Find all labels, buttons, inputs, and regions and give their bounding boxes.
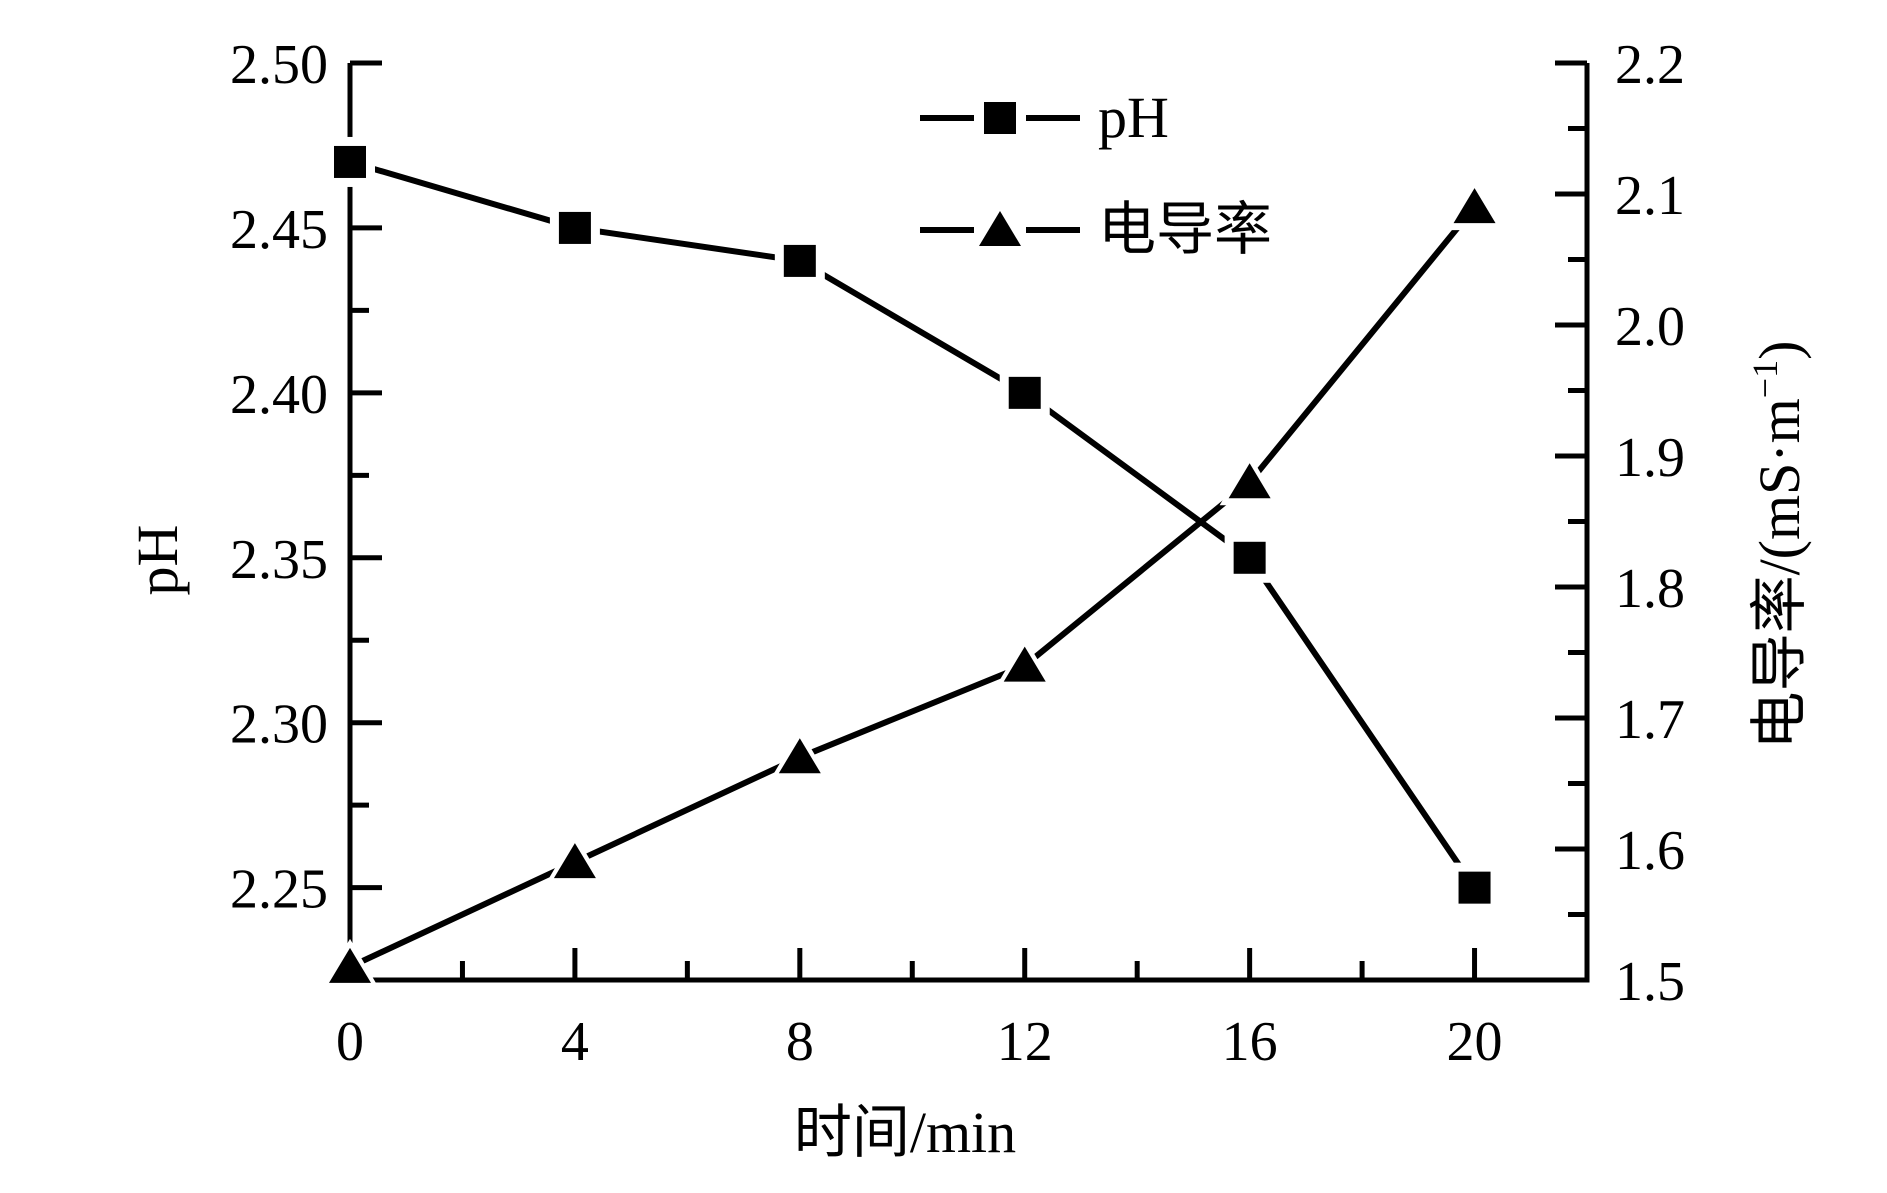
marker-square bbox=[1449, 862, 1500, 913]
marker-square bbox=[549, 202, 600, 253]
marker-square bbox=[984, 102, 1016, 134]
x-tick-label: 8 bbox=[786, 1011, 814, 1073]
right-axis-title: 电导率/(mS·m−1) bbox=[1745, 340, 1812, 750]
marker-square bbox=[325, 136, 375, 187]
marker-square bbox=[999, 367, 1050, 418]
x-tick-label: 4 bbox=[561, 1011, 589, 1073]
left-tick-label: 2.25 bbox=[230, 859, 328, 921]
marker-triangle bbox=[1219, 454, 1280, 506]
legend-label-conductivity: 电导率 bbox=[1098, 197, 1273, 262]
left-tick-label: 2.40 bbox=[230, 364, 328, 426]
x-tick-label: 12 bbox=[997, 1011, 1053, 1073]
right-tick-label: 1.8 bbox=[1615, 558, 1685, 620]
right-axis-title-text: 电导率/(mS·m bbox=[1747, 398, 1812, 750]
left-axis-title: pH bbox=[125, 524, 190, 596]
left-tick-label: 2.45 bbox=[230, 199, 328, 261]
x-tick-label: 20 bbox=[1447, 1011, 1503, 1073]
series-ph bbox=[325, 136, 1500, 913]
x-tick-label: 16 bbox=[1222, 1011, 1278, 1073]
right-tick-label: 2.0 bbox=[1615, 296, 1685, 358]
x-tick-label: 0 bbox=[336, 1011, 364, 1073]
axis-ticks bbox=[347, 60, 1587, 983]
right-tick-label: 1.5 bbox=[1615, 951, 1685, 1013]
tick-labels: 0 4 8 12 16 20 2.25 2.30 2.35 2.40 2.45 2.50 1.5 1.6 1… bbox=[230, 34, 1685, 1073]
marker-triangle bbox=[1444, 179, 1505, 231]
marker-square bbox=[1224, 532, 1275, 583]
series-line bbox=[349, 159, 1478, 890]
right-axis-title-superscript: −1 bbox=[1745, 359, 1785, 399]
right-tick-label: 1.6 bbox=[1615, 820, 1685, 882]
marker-triangle bbox=[320, 938, 380, 990]
right-tick-label: 2.2 bbox=[1615, 34, 1685, 96]
series-line bbox=[348, 205, 1477, 970]
left-tick-label: 2.30 bbox=[230, 694, 328, 756]
x-axis-title: 时间/min bbox=[793, 1100, 1017, 1165]
series-conductivity bbox=[320, 179, 1505, 990]
legend bbox=[920, 102, 1080, 246]
left-tick-label: 2.50 bbox=[230, 34, 328, 96]
marker-square bbox=[774, 235, 825, 286]
right-axis-title-close: ) bbox=[1747, 340, 1812, 360]
right-tick-label: 2.1 bbox=[1615, 165, 1685, 227]
marker-triangle bbox=[769, 729, 830, 781]
marker-triangle bbox=[979, 211, 1021, 246]
marker-triangle bbox=[994, 637, 1055, 689]
right-tick-label: 1.9 bbox=[1615, 427, 1685, 489]
left-tick-label: 2.35 bbox=[230, 529, 328, 591]
axis-spines bbox=[347, 63, 1590, 983]
legend-label-ph: pH bbox=[1098, 85, 1169, 150]
right-tick-label: 1.7 bbox=[1615, 689, 1685, 751]
marker-triangle bbox=[544, 834, 605, 886]
